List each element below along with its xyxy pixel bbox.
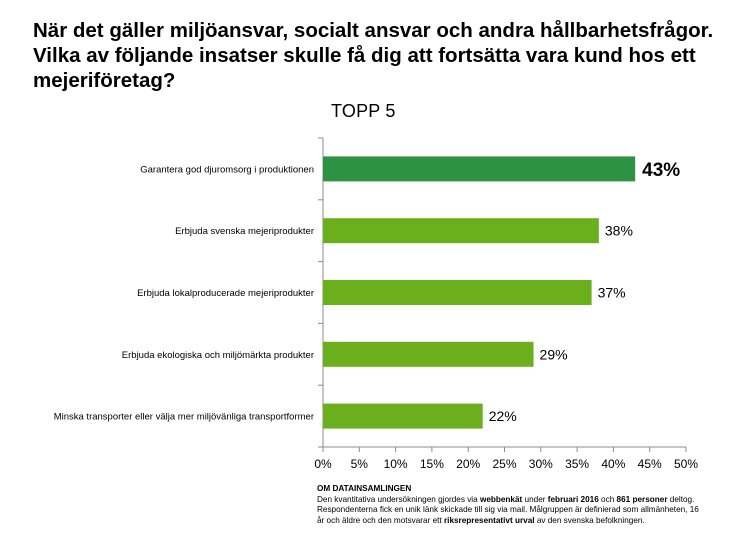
question-line-3: mejeriföretag?: [33, 69, 176, 92]
x-tick-label: 40%: [601, 457, 625, 471]
category-label: Minska transporter eller välja mer miljö…: [54, 412, 314, 423]
x-tick-label: 50%: [674, 457, 698, 471]
data-label: 29%: [540, 346, 568, 362]
bar: [323, 280, 592, 305]
x-tick-label: 15%: [420, 457, 444, 471]
x-tick-label: 5%: [351, 457, 369, 471]
data-label: 37%: [598, 285, 626, 301]
bar-chart: 0% 5% 10% 15% 20% 25% 30% 35% 40% 45% 50% Garantera…: [54, 137, 698, 471]
x-tick-label: 10%: [384, 457, 408, 471]
note-line-3: år och äldre och den motsvarar ett riksr…: [317, 515, 645, 525]
chart-title: TOPP 5: [331, 101, 396, 121]
category-label: Erbjuda lokalproducerade mejeriprodukter: [137, 288, 314, 299]
question-line-2: Vilka av följande insatser skulle få dig…: [33, 44, 696, 67]
data-label: 43%: [642, 160, 680, 181]
note-line-2: Respondenterna fick en unik länk skickad…: [317, 505, 699, 515]
data-label: 22%: [489, 408, 517, 424]
bar: [323, 156, 636, 182]
x-tick-label: 0%: [314, 457, 332, 471]
question-line-1: När det gäller miljöansvar, socialt ansv…: [33, 19, 714, 42]
data-collection-note: OM DATAINSAMLINGEN Den kvantitativa unde…: [317, 484, 717, 526]
category-label: Garantera god djuromsorg i produktionen: [140, 164, 314, 175]
x-tick-label: 35%: [565, 457, 589, 471]
bar: [323, 341, 534, 367]
x-tick-label: 20%: [456, 457, 480, 471]
bar: [323, 218, 599, 244]
x-tick-label: 45%: [638, 457, 662, 471]
note-title: OM DATAINSAMLINGEN: [317, 484, 412, 493]
x-tick-label: 25%: [492, 457, 516, 471]
category-label: Erbjuda ekologiska och miljömärkta produ…: [122, 350, 314, 361]
note-line-1: Den kvantitativa undersökningen gjordes …: [317, 494, 695, 504]
bar: [323, 403, 483, 429]
question-title: När det gäller miljöansvar, socialt ansv…: [33, 18, 733, 93]
data-label: 38%: [605, 223, 633, 239]
x-tick-label: 30%: [529, 457, 553, 471]
category-label: Erbjuda svenska mejeriprodukter: [175, 226, 314, 237]
